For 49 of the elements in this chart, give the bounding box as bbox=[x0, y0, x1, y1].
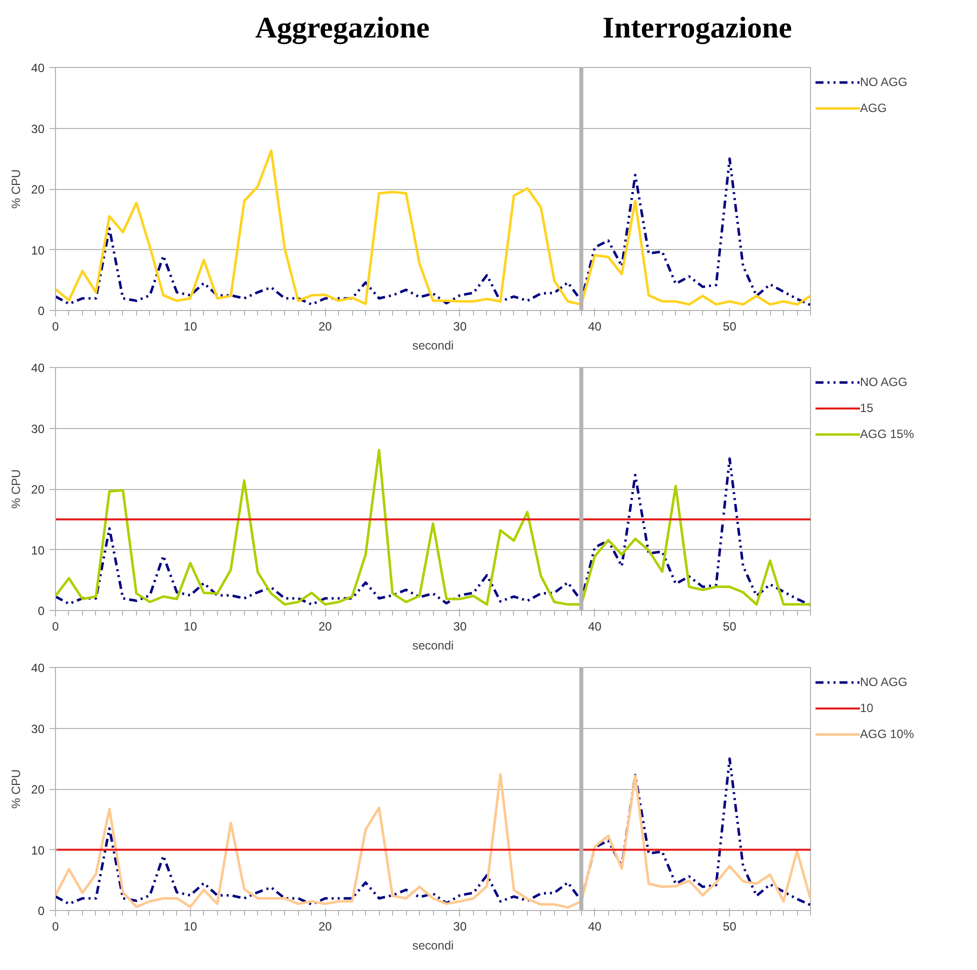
x-tick-label: 40 bbox=[588, 320, 602, 334]
y-tick-label: 20 bbox=[31, 482, 45, 496]
legend-label: AGG 15% bbox=[860, 427, 914, 441]
x-tick-label: 30 bbox=[453, 920, 467, 934]
legend-label: NO AGG bbox=[860, 375, 908, 389]
x-tick-label: 20 bbox=[318, 320, 332, 334]
y-tick-label: 30 bbox=[31, 422, 45, 436]
y-tick-label: 10 bbox=[31, 243, 45, 258]
y-tick-label: 10 bbox=[31, 843, 45, 858]
y-tick-label: 20 bbox=[31, 182, 45, 196]
x-tick-label: 40 bbox=[588, 620, 602, 634]
y-tick-label: 0 bbox=[38, 604, 45, 618]
legend-label: NO AGG bbox=[860, 75, 908, 89]
x-tick-label: 20 bbox=[318, 920, 332, 934]
x-tick-label: 0 bbox=[52, 320, 60, 334]
x-axis-title: secondi bbox=[412, 638, 454, 652]
legend-label: 15 bbox=[860, 401, 874, 415]
x-axis-title: secondi bbox=[412, 938, 454, 952]
x-tick-label: 40 bbox=[588, 920, 602, 934]
legend-label: 10 bbox=[860, 701, 874, 715]
y-tick-label: 0 bbox=[38, 304, 45, 318]
y-axis-title: % CPU bbox=[9, 469, 24, 509]
legend-label: NO AGG bbox=[860, 675, 908, 689]
y-tick-label: 40 bbox=[31, 361, 45, 375]
text: Aggregazione bbox=[255, 12, 430, 44]
x-tick-label: 30 bbox=[453, 620, 467, 634]
y-axis-title: % CPU bbox=[9, 769, 24, 809]
x-tick-label: 20 bbox=[318, 620, 332, 634]
y-tick-label: 40 bbox=[31, 61, 45, 75]
legend-label: AGG bbox=[860, 101, 887, 115]
text: Interrogazione bbox=[602, 12, 792, 44]
legend-label: AGG 10% bbox=[860, 727, 914, 741]
x-tick-label: 50 bbox=[722, 320, 737, 334]
y-axis-title: % CPU bbox=[9, 169, 24, 209]
x-tick-label: 10 bbox=[184, 920, 198, 934]
x-tick-label: 10 bbox=[184, 320, 198, 334]
y-tick-label: 30 bbox=[31, 722, 45, 736]
x-tick-label: 50 bbox=[722, 920, 737, 934]
y-tick-label: 40 bbox=[31, 661, 45, 675]
y-tick-label: 30 bbox=[31, 122, 45, 136]
y-tick-label: 0 bbox=[38, 904, 45, 918]
x-tick-label: 0 bbox=[52, 920, 60, 934]
y-tick-label: 20 bbox=[31, 782, 45, 796]
x-axis-title: secondi bbox=[412, 338, 454, 352]
y-tick-label: 10 bbox=[31, 543, 45, 558]
x-tick-label: 50 bbox=[722, 620, 737, 634]
x-tick-label: 10 bbox=[184, 620, 198, 634]
x-tick-label: 0 bbox=[52, 620, 60, 634]
x-tick-label: 30 bbox=[453, 320, 467, 334]
